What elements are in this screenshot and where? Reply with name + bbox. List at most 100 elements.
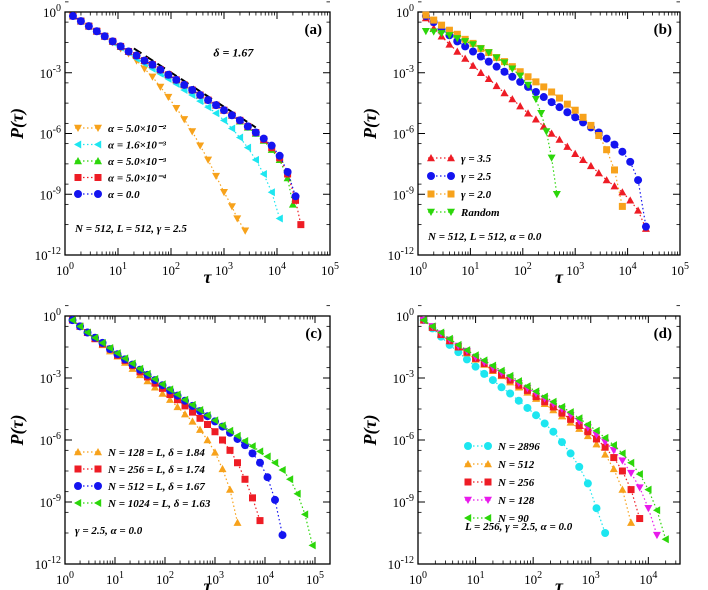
data-point <box>627 458 635 467</box>
tick-base: 10 <box>40 495 53 510</box>
series-2 <box>68 12 297 208</box>
series-line <box>423 319 658 536</box>
data-point <box>627 518 636 526</box>
data-point <box>584 428 592 436</box>
legend-marker <box>447 172 455 180</box>
data-point <box>156 83 165 91</box>
data-point <box>83 328 91 337</box>
data-point <box>100 32 109 41</box>
series-3 <box>68 316 316 550</box>
data-point <box>212 101 221 110</box>
series-line <box>72 15 297 197</box>
data-point <box>188 128 197 136</box>
y-tick-label: 10-12 <box>35 555 61 572</box>
data-point <box>211 428 219 436</box>
tick-base: 10 <box>35 557 48 572</box>
legend-marker <box>94 124 102 132</box>
data-point <box>128 359 136 368</box>
data-point <box>181 395 189 404</box>
data-point <box>243 122 252 131</box>
legend-label: α = 5.0×10⁻⁴ <box>108 173 167 185</box>
x-tick-label: 102 <box>524 570 542 587</box>
data-point <box>531 115 540 123</box>
x-tick-label: 105 <box>306 570 324 587</box>
legend-marker <box>94 190 102 198</box>
data-point <box>610 182 619 190</box>
data-point <box>422 11 430 19</box>
x-tick-label: 104 <box>619 261 637 278</box>
x-tick-label: 104 <box>639 570 657 587</box>
y-axis-title: P(τ) <box>7 415 28 447</box>
legend-label: N = 90 <box>497 513 529 525</box>
data-point <box>445 334 453 343</box>
data-point <box>235 133 244 142</box>
data-point <box>211 416 219 425</box>
x-tick-label: 101 <box>106 570 124 587</box>
data-point <box>251 155 259 164</box>
data-point <box>601 529 610 537</box>
data-point <box>508 95 517 103</box>
data-point <box>283 167 292 176</box>
data-point <box>461 54 470 62</box>
data-point <box>484 57 493 66</box>
data-point <box>172 75 181 84</box>
legend-item: γ = 2.0 <box>427 189 492 201</box>
y-tick-label: 10-3 <box>393 64 414 81</box>
tick-exponent: 3 <box>219 570 224 581</box>
tick-exponent: 3 <box>595 570 600 581</box>
legend-marker <box>74 482 82 490</box>
data-point <box>661 535 669 544</box>
data-point <box>220 189 228 197</box>
series-0 <box>421 14 650 232</box>
data-point <box>547 98 556 107</box>
data-point <box>549 427 558 436</box>
legend-item: γ = 3.5 <box>427 153 492 165</box>
legend-marker <box>447 190 455 198</box>
tick-base: 10 <box>514 263 527 278</box>
data-point <box>121 354 129 363</box>
data-point <box>539 93 548 102</box>
data-point <box>609 464 618 473</box>
data-point <box>188 400 196 409</box>
tick-exponent: 1 <box>480 570 485 581</box>
legend-item: N = 90 <box>464 513 529 525</box>
data-point <box>601 450 610 458</box>
data-point <box>108 37 117 46</box>
panel-label: (b) <box>654 22 672 38</box>
legend-marker <box>74 190 82 198</box>
plot-frame <box>64 11 331 256</box>
tick-base: 10 <box>40 127 53 142</box>
parameter-annotation: N = 512, L = 512, α = 0.0 <box>427 231 542 243</box>
y-tick-label: 100 <box>43 307 61 324</box>
tick-exponent: 2 <box>169 570 174 581</box>
data-point <box>92 27 101 36</box>
data-point <box>438 21 446 29</box>
legend-item: N = 256 = L, δ = 1.74 <box>74 464 205 476</box>
legend-label: N = 128 = L, δ = 1.84 <box>107 447 205 459</box>
legend-marker <box>464 442 472 450</box>
data-point <box>219 436 226 444</box>
data-point <box>571 149 580 157</box>
legend-item: α = 1.6×10⁻³ <box>74 140 167 152</box>
panel-label: (c) <box>305 326 322 342</box>
y-tick-label: 10-9 <box>40 185 61 202</box>
tick-exponent: 0 <box>422 570 427 581</box>
tick-base: 10 <box>396 309 409 324</box>
data-point <box>68 316 76 325</box>
data-point <box>291 192 300 201</box>
data-point <box>173 390 181 399</box>
legend-marker <box>74 124 82 132</box>
data-point <box>618 202 626 210</box>
tick-base: 10 <box>409 572 422 587</box>
data-point <box>476 68 485 76</box>
data-point <box>516 102 525 110</box>
data-point <box>567 415 575 423</box>
data-point <box>532 387 540 396</box>
series-2 <box>422 11 626 210</box>
legend-item: N = 512 <box>464 459 535 471</box>
tick-exponent: 3 <box>228 261 233 272</box>
y-tick-label: 100 <box>396 3 414 20</box>
tick-base: 10 <box>35 248 48 263</box>
tick-base: 10 <box>388 557 401 572</box>
x-tick-label: 101 <box>109 261 127 278</box>
